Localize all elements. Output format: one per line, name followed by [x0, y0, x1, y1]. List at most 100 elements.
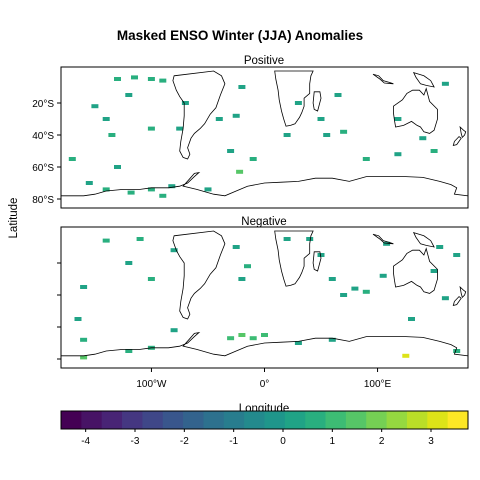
- anomaly-cell: [436, 245, 444, 249]
- anomaly-cell: [334, 93, 342, 97]
- colorbar-swatch: [142, 411, 164, 429]
- colorbar-tick-label: -2: [180, 436, 189, 447]
- coastline-newZealandN: [459, 285, 467, 299]
- chart-title: Masked ENSO Winter (JJA) Anomalies: [117, 28, 363, 43]
- anomaly-cell: [68, 157, 76, 161]
- anomaly-cell: [215, 117, 223, 121]
- anomaly-cell: [159, 78, 167, 83]
- coastline-newZealandS: [452, 136, 462, 146]
- anomaly-cell: [127, 190, 135, 195]
- anomaly-cell: [317, 253, 325, 257]
- colorbar-tick-label: -3: [131, 436, 140, 447]
- anomaly-cell: [80, 337, 88, 342]
- coastline-madagascar: [312, 91, 322, 112]
- anomaly-cell: [85, 181, 93, 185]
- colorbar-swatch: [345, 411, 367, 429]
- colorbar-swatch: [81, 411, 103, 429]
- panel-label-negative: Negative: [241, 216, 286, 228]
- colorbar: -4 -3 -2 -1 0 1 2 3: [60, 410, 469, 447]
- panel-negative: Negative: [57, 216, 469, 369]
- anomaly-cell: [441, 81, 449, 86]
- coastline-antarctica: [60, 331, 469, 369]
- colorbar-swatch: [427, 411, 449, 429]
- coastline-sumatraJava: [372, 73, 394, 85]
- anomaly-cell: [147, 277, 155, 281]
- y-tick-label: 60°S: [32, 163, 54, 174]
- anomaly-cell: [80, 355, 88, 360]
- colorbar-swatch: [325, 411, 347, 429]
- anomaly-cell: [232, 113, 240, 118]
- anomaly-cell: [232, 245, 240, 249]
- anomaly-cell: [430, 149, 438, 153]
- colorbar-tick-label: 2: [379, 436, 385, 447]
- colorbar-swatch: [447, 411, 469, 429]
- anomaly-cell: [147, 126, 155, 131]
- coastline-newZealandN: [459, 125, 467, 139]
- anomaly-cell: [227, 336, 235, 341]
- y-axis-positive: 20°S 40°S 60°S 80°S: [32, 99, 61, 206]
- panel-frame-positive: [60, 66, 469, 209]
- y-axis-negative: [57, 262, 61, 360]
- coastline-australia: [392, 87, 438, 134]
- colorbar-swatch: [162, 411, 184, 429]
- anomaly-cell: [236, 169, 244, 174]
- anomaly-cell: [147, 187, 155, 192]
- anomaly-cell: [394, 117, 402, 121]
- coastline-sumatraJava: [372, 233, 394, 245]
- anomaly-cell: [383, 241, 391, 246]
- panel-positive: Positive 20°S 40°S 60°S 80°S: [32, 55, 469, 209]
- coastline-africa: [274, 70, 314, 127]
- anomaly-cell: [441, 296, 449, 301]
- anomaly-cell: [102, 238, 110, 243]
- anomaly-cell: [430, 269, 438, 273]
- colorbar-frame: [60, 410, 469, 430]
- colorbar-swatch: [244, 411, 265, 429]
- anomaly-cell: [249, 336, 257, 341]
- colorbar-swatch: [203, 411, 225, 429]
- colorbar-tick-label: 0: [280, 436, 286, 447]
- anomaly-cell: [125, 261, 133, 265]
- anomaly-cell: [294, 101, 302, 105]
- colorbar-tick-label: 1: [330, 436, 336, 447]
- colorbar-swatch: [406, 411, 428, 429]
- anomaly-cell: [351, 286, 359, 291]
- anomaly-cell: [136, 237, 144, 241]
- anomaly-cell: [249, 157, 257, 161]
- anomaly-cell: [340, 129, 348, 134]
- y-tick-label: 80°S: [32, 195, 54, 206]
- anomaly-cell: [328, 277, 336, 281]
- anomaly-cell: [379, 273, 387, 278]
- anomaly-cell: [283, 133, 291, 137]
- anomaly-cell: [394, 152, 402, 157]
- anomaly-cell: [238, 277, 246, 281]
- anomaly-cell: [453, 253, 461, 257]
- anomaly-cell: [306, 237, 314, 241]
- anomaly-cell: [419, 136, 427, 141]
- colorbar-swatch: [284, 411, 306, 429]
- colorbar-ticks: -4 -3 -2 -1 0 1 2 3: [81, 429, 434, 447]
- anomaly-cell: [147, 77, 155, 81]
- anomaly-cell: [181, 101, 189, 105]
- anomaly-cell: [204, 187, 212, 192]
- anomaly-cell: [80, 285, 88, 289]
- colorbar-swatches: [61, 411, 469, 429]
- anomaly-cell: [362, 157, 370, 161]
- coastlines-positive: [60, 70, 469, 209]
- anomaly-cell: [238, 333, 246, 337]
- y-axis-label: Latitude: [8, 198, 20, 239]
- anomaly-cell: [108, 133, 116, 137]
- anomaly-cell: [102, 117, 110, 121]
- anomaly-cell: [362, 289, 370, 294]
- anomaly-cell: [131, 75, 138, 80]
- coastline-madagascar: [312, 251, 322, 272]
- coastline-newGuinea: [412, 71, 435, 88]
- y-tick-label: 40°S: [32, 131, 54, 142]
- colorbar-swatch: [122, 411, 143, 429]
- x-tick-label: 100°E: [364, 379, 392, 390]
- coastline-southAmerica: [172, 230, 226, 320]
- coastline-southAmerica: [172, 70, 226, 160]
- coastline-newGuinea: [412, 231, 435, 248]
- anomaly-cell: [125, 349, 133, 353]
- colorbar-tick-label: -4: [81, 436, 90, 447]
